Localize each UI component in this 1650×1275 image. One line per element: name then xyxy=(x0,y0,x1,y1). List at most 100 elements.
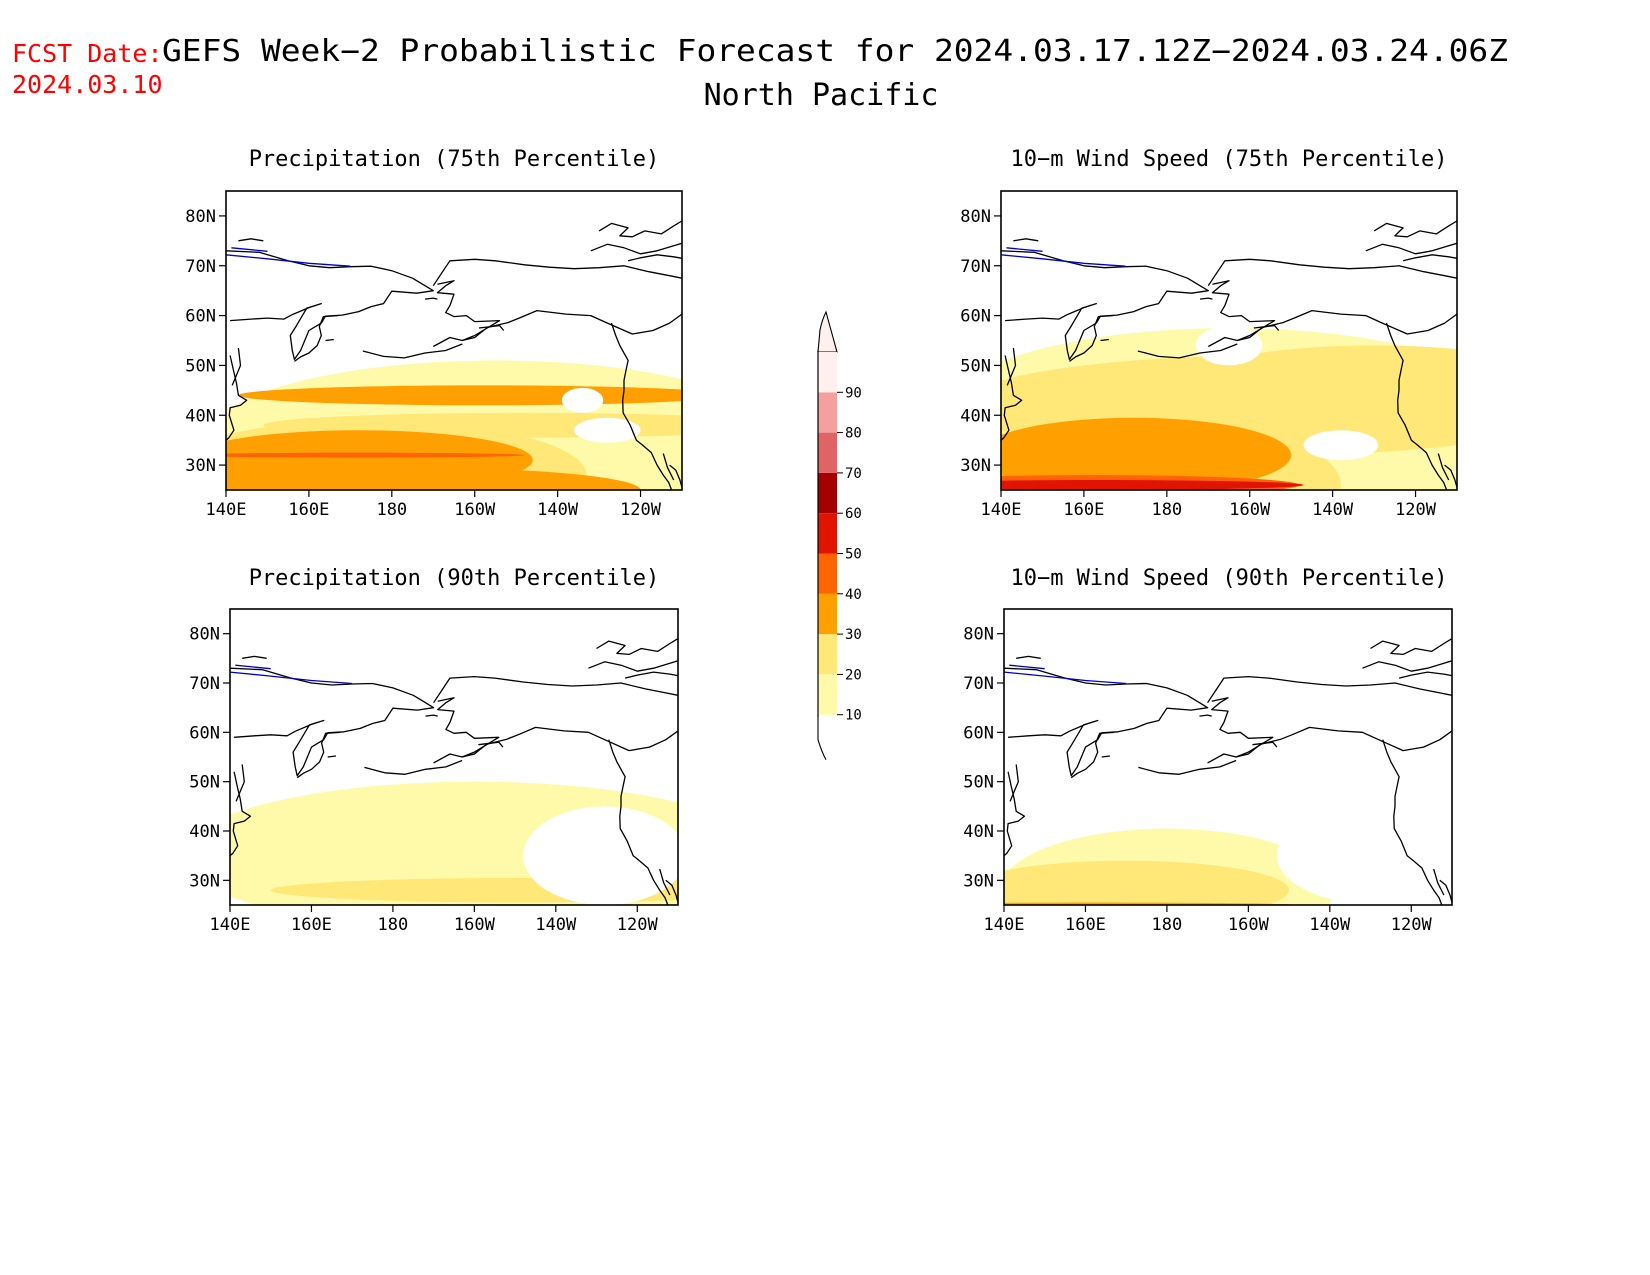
lat-label: 60N xyxy=(960,307,991,327)
coastline xyxy=(1402,254,1457,262)
coastline xyxy=(1398,671,1452,679)
colorbar: 10 20 30 40 50 60 70 80 90 xyxy=(817,310,862,760)
lake-outline xyxy=(226,254,351,267)
coastline xyxy=(1004,771,1026,857)
lon-label: 120W xyxy=(617,915,659,935)
coastline xyxy=(1070,731,1115,779)
lat-label: 30N xyxy=(960,456,991,476)
lat-label: 40N xyxy=(189,822,220,842)
map-panel: 10−m Wind Speed (75th Percentile) 140E 160… xyxy=(960,147,1458,520)
coastline xyxy=(364,759,463,775)
lon-label: 140W xyxy=(1309,915,1351,935)
colorbar-swatch xyxy=(818,593,837,635)
coastline xyxy=(436,280,501,342)
colorbar-swatch xyxy=(818,553,837,594)
panel-title: Precipitation (75th Percentile) xyxy=(249,147,660,172)
coastline xyxy=(1437,453,1450,481)
coastline xyxy=(596,638,678,656)
lon-label: 140E xyxy=(206,500,247,520)
colorbar-label: 60 xyxy=(845,506,862,522)
coastline xyxy=(1385,322,1448,490)
coastlines xyxy=(226,220,682,490)
lon-label: 160W xyxy=(1229,500,1271,520)
map-frame xyxy=(1003,608,1453,906)
probability-contour xyxy=(1016,989,1578,1009)
colorbar-label: 40 xyxy=(845,587,862,603)
lon-label: 160E xyxy=(1063,500,1104,520)
coastline xyxy=(1100,338,1109,342)
lake-outline xyxy=(1001,254,1126,267)
fcst-date-label: FCST Date: xyxy=(12,39,163,68)
lon-label: 140W xyxy=(537,500,579,520)
coastline xyxy=(624,671,678,679)
colorbar-swatch xyxy=(818,352,837,393)
coastline xyxy=(662,453,675,481)
probability-field xyxy=(1001,220,1457,490)
coastline xyxy=(437,697,500,758)
coastline xyxy=(235,764,245,802)
lon-label: 120W xyxy=(1395,500,1437,520)
figure-subtitle: North Pacific xyxy=(704,78,939,113)
lat-label: 60N xyxy=(189,723,220,743)
below-threshold-area xyxy=(1195,325,1263,366)
coastline xyxy=(242,655,267,659)
coastline xyxy=(231,347,242,386)
probability-contour xyxy=(923,962,1395,1036)
colorbar-swatch xyxy=(818,432,837,473)
colorbar-low-end xyxy=(817,714,827,760)
lat-label: 70N xyxy=(963,674,994,694)
probability-contour xyxy=(226,467,641,490)
colorbar-swatch xyxy=(818,674,837,715)
lon-label: 180 xyxy=(376,500,407,520)
coastline xyxy=(432,258,682,287)
lat-label: 30N xyxy=(189,871,220,891)
coastline xyxy=(478,741,504,748)
panel-title: Precipitation (90th Percentile) xyxy=(249,566,660,591)
lon-label: 140E xyxy=(981,500,1022,520)
lat-label: 70N xyxy=(185,257,216,277)
coastline xyxy=(1253,324,1280,331)
colorbar-label: 10 xyxy=(845,708,862,724)
map-frame xyxy=(225,190,683,491)
coastline xyxy=(665,879,678,903)
coastline xyxy=(362,343,463,359)
lat-label: 60N xyxy=(963,723,994,743)
map-panels: Precipitation (75th Percentile)140E 160E 1… xyxy=(185,147,1578,1036)
coastline xyxy=(659,868,671,896)
coastline xyxy=(1013,238,1039,242)
coastline xyxy=(425,714,438,717)
coastline xyxy=(1382,739,1443,905)
coastlines xyxy=(1004,638,1452,905)
lake-outline xyxy=(1009,664,1045,670)
coastline xyxy=(1001,250,1209,361)
lake-outline xyxy=(235,664,271,670)
lon-label: 160W xyxy=(454,915,496,935)
coastline xyxy=(238,238,264,242)
lon-label: 160W xyxy=(1228,915,1270,935)
coastline xyxy=(1211,697,1274,758)
coastlines xyxy=(1001,220,1457,490)
lon-label: 160E xyxy=(288,500,329,520)
coastline xyxy=(1009,764,1019,802)
coastline xyxy=(1199,714,1212,717)
coastline xyxy=(1365,242,1457,255)
coastline xyxy=(325,338,334,342)
lat-label: 50N xyxy=(963,773,994,793)
lon-label: 120W xyxy=(1391,915,1433,935)
forecast-date: FCST Date: 2024.03.10 xyxy=(12,39,163,99)
below-threshold-area xyxy=(561,387,604,413)
coastline xyxy=(598,220,682,238)
lon-label: 160E xyxy=(291,915,332,935)
coastline xyxy=(1004,667,1209,777)
colorbar-swatch xyxy=(818,392,837,433)
colorbar-swatch xyxy=(818,472,837,514)
coastline xyxy=(590,242,682,255)
coastline xyxy=(1211,280,1276,342)
lake-outline xyxy=(1006,247,1043,252)
coastline xyxy=(669,464,682,488)
coastline xyxy=(1006,347,1017,386)
lon-label: 160E xyxy=(1065,915,1106,935)
colorbar-label: 70 xyxy=(845,466,862,482)
coastline xyxy=(1207,258,1457,287)
coastlines xyxy=(230,638,678,905)
